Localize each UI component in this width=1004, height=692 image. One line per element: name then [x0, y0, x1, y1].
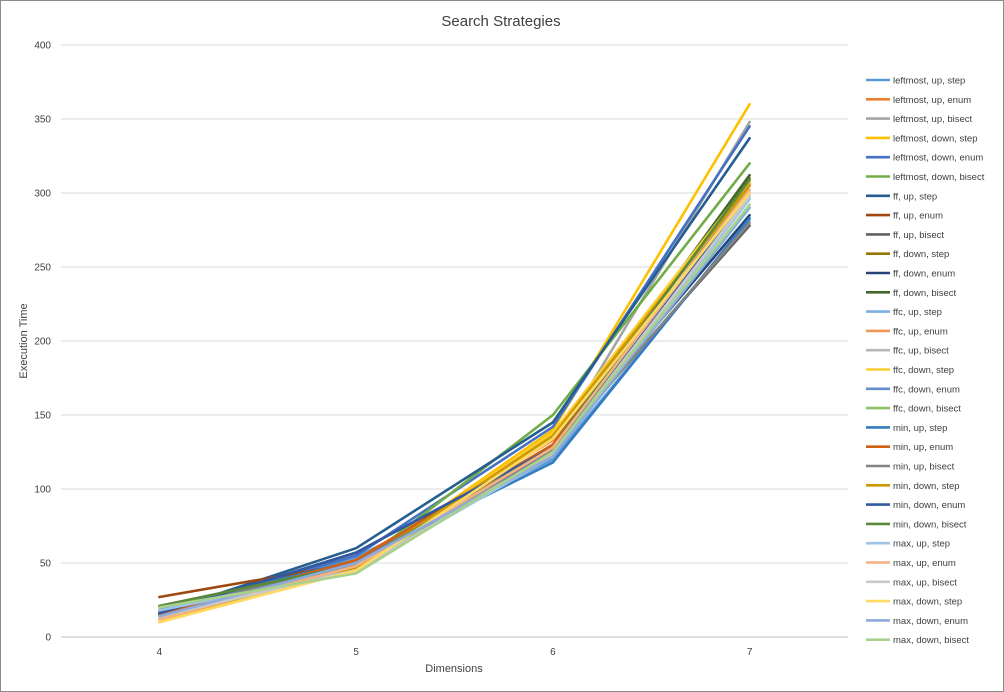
legend-label: ffc, up, step	[893, 307, 942, 318]
legend-label: max, down, step	[893, 597, 962, 608]
series-line	[158, 178, 751, 608]
y-tick-label: 100	[34, 485, 51, 496]
legend-label: ff, up, step	[893, 191, 937, 202]
y-tick-label: 150	[34, 411, 51, 422]
y-axis-ticks: 0 50 100 150 200 250 300 350 400	[34, 41, 51, 644]
series-line	[158, 203, 751, 609]
legend-label: ff, up, enum	[893, 211, 943, 222]
x-tick-label: 5	[353, 647, 359, 658]
legend-label: leftmost, down, step	[893, 133, 977, 144]
legend-label: ffc, up, bisect	[893, 346, 949, 357]
x-tick-label: 4	[157, 647, 163, 658]
y-tick-label: 400	[34, 41, 51, 52]
series-line	[158, 188, 751, 617]
x-axis-title: Dimensions	[425, 663, 483, 675]
legend-label: min, down, enum	[893, 500, 965, 511]
y-tick-label: 300	[34, 189, 51, 200]
legend-label: leftmost, down, enum	[893, 153, 983, 164]
legend-label: leftmost, up, step	[893, 76, 965, 87]
series-line	[158, 162, 751, 609]
series-line	[158, 120, 751, 618]
legend-label: min, up, bisect	[893, 462, 955, 473]
series-line	[158, 125, 751, 615]
x-tick-label: 7	[747, 647, 753, 658]
series-line	[158, 179, 751, 624]
y-tick-label: 200	[34, 337, 51, 348]
legend-label: max, up, step	[893, 539, 950, 550]
legend-label: ff, down, bisect	[893, 288, 957, 299]
legend-label: min, up, enum	[893, 442, 953, 453]
x-tick-label: 6	[550, 647, 556, 658]
y-axis-title: Execution Time	[18, 303, 30, 378]
series-line	[158, 136, 751, 615]
legend-label: max, up, bisect	[893, 577, 957, 588]
series-line	[158, 188, 751, 621]
legend-label: ff, up, bisect	[893, 230, 944, 241]
legend-label: min, down, step	[893, 481, 960, 492]
legend-label: ff, down, enum	[893, 269, 955, 280]
chart-title: Search Strategies	[441, 13, 560, 30]
legend-label: max, up, enum	[893, 558, 956, 569]
y-tick-label: 250	[34, 263, 51, 274]
legend-label: min, up, step	[893, 423, 947, 434]
series-line	[158, 191, 751, 615]
legend-label: max, down, bisect	[893, 635, 969, 646]
series-line	[158, 179, 751, 599]
legend-label: ffc, down, enum	[893, 384, 960, 395]
y-tick-label: 50	[40, 559, 52, 570]
legend-label: ff, down, step	[893, 249, 949, 260]
legend: leftmost, up, step leftmost, up, enum left…	[866, 76, 985, 646]
series-line	[158, 191, 751, 624]
y-tick-label: 350	[34, 115, 51, 126]
series-line	[158, 194, 751, 618]
gridlines	[61, 44, 848, 638]
legend-label: ffc, down, bisect	[893, 404, 961, 415]
legend-label: max, down, enum	[893, 616, 968, 627]
legend-label: ffc, up, enum	[893, 326, 948, 337]
series-line	[158, 102, 751, 624]
series-line	[158, 176, 751, 617]
legend-label: min, down, bisect	[893, 519, 967, 530]
series-line	[158, 194, 751, 618]
series-lines	[158, 102, 751, 624]
series-line	[158, 173, 751, 609]
series-line	[158, 191, 751, 621]
x-axis-ticks: 4 5 6 7	[157, 647, 753, 658]
legend-label: leftmost, down, bisect	[893, 172, 985, 183]
legend-label: leftmost, up, bisect	[893, 114, 973, 125]
legend-label: ffc, down, step	[893, 365, 954, 376]
legend-label: leftmost, up, enum	[893, 95, 971, 106]
y-tick-label: 0	[45, 633, 51, 644]
series-line	[158, 221, 751, 614]
series-line	[158, 224, 751, 609]
